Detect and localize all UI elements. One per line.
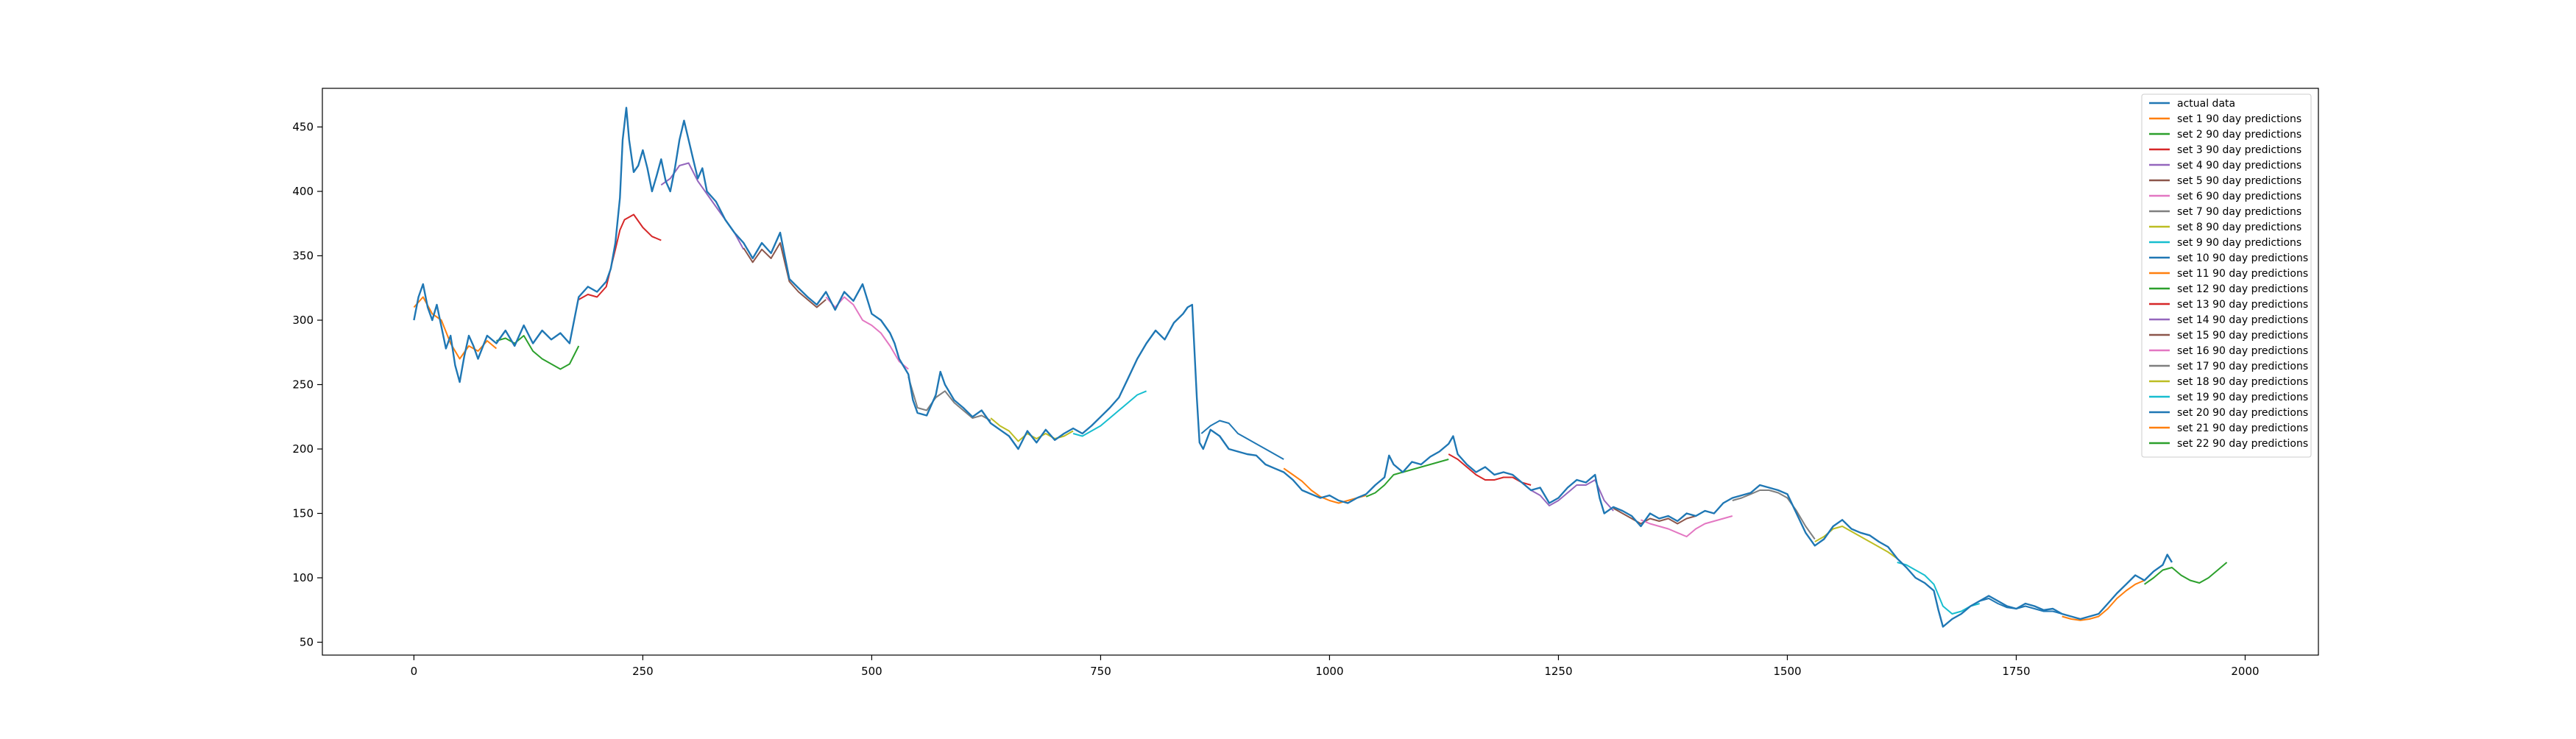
y-tick-label: 300 bbox=[292, 314, 314, 327]
legend-label: set 18 90 day predictions bbox=[2177, 376, 2308, 388]
legend-label: set 3 90 day predictions bbox=[2177, 144, 2301, 156]
x-tick-label: 500 bbox=[861, 665, 882, 678]
series-line-set-17 bbox=[1732, 489, 1816, 540]
series-line-set-19 bbox=[1897, 562, 1980, 615]
series-line-set-3 bbox=[578, 213, 662, 300]
x-tick-label: 0 bbox=[411, 665, 418, 678]
series-line-set-9 bbox=[1072, 390, 1147, 437]
legend-label: set 6 90 day predictions bbox=[2177, 191, 2301, 202]
series-line-set-14 bbox=[1530, 479, 1614, 512]
x-axis: 0 250 500 750 1000 1250 1500 1750 2000 bbox=[411, 655, 2260, 678]
series-line-set-12 bbox=[1365, 459, 1449, 498]
series-line-actual-data bbox=[413, 107, 2173, 628]
x-tick-label: 2000 bbox=[2231, 665, 2259, 678]
plot-frame bbox=[322, 88, 2319, 656]
legend-label: set 2 90 day predictions bbox=[2177, 129, 2301, 141]
legend-label: set 17 90 day predictions bbox=[2177, 361, 2308, 372]
legend-label: set 13 90 day predictions bbox=[2177, 299, 2308, 311]
legend-label: set 5 90 day predictions bbox=[2177, 175, 2301, 187]
x-tick-label: 1750 bbox=[2002, 665, 2030, 678]
series-line-set-22 bbox=[2144, 562, 2228, 585]
legend-label: set 21 90 day predictions bbox=[2177, 422, 2308, 434]
series-line-set-10 bbox=[1200, 420, 1284, 460]
series-line-set-11 bbox=[1283, 467, 1367, 504]
legend-label: set 1 90 day predictions bbox=[2177, 113, 2301, 125]
legend-label: set 9 90 day predictions bbox=[2177, 237, 2301, 249]
y-tick-label: 100 bbox=[292, 571, 314, 584]
legend-box bbox=[2141, 93, 2312, 458]
series-line-set-2 bbox=[496, 335, 580, 370]
x-tick-label: 1500 bbox=[1773, 665, 1801, 678]
x-tick-label: 1000 bbox=[1315, 665, 1343, 678]
legend-label: set 7 90 day predictions bbox=[2177, 206, 2301, 218]
series-line-set-15 bbox=[1613, 507, 1696, 525]
series-line-set-21 bbox=[2062, 579, 2145, 621]
legend-label: actual data bbox=[2177, 98, 2235, 110]
x-tick-label: 750 bbox=[1090, 665, 1111, 678]
y-tick-label: 200 bbox=[292, 442, 314, 456]
legend-label: set 15 90 day predictions bbox=[2177, 330, 2308, 342]
x-tick-label: 1250 bbox=[1544, 665, 1572, 678]
legend-label: set 14 90 day predictions bbox=[2177, 314, 2308, 326]
y-tick-label: 150 bbox=[292, 507, 314, 520]
plot-lines bbox=[413, 107, 2228, 628]
y-tick-label: 400 bbox=[292, 185, 314, 198]
legend: actual data set 1 90 day predictions set 2… bbox=[2141, 93, 2312, 458]
series-line-set-7 bbox=[907, 376, 991, 422]
legend-label: set 19 90 day predictions bbox=[2177, 392, 2308, 403]
legend-label: set 11 90 day predictions bbox=[2177, 268, 2308, 280]
legend-label: set 22 90 day predictions bbox=[2177, 438, 2308, 450]
series-line-set-1 bbox=[413, 296, 498, 360]
legend-label: set 4 90 day predictions bbox=[2177, 160, 2301, 172]
legend-label: set 16 90 day predictions bbox=[2177, 345, 2308, 357]
y-tick-label: 350 bbox=[292, 250, 314, 263]
y-tick-label: 50 bbox=[300, 636, 314, 649]
series-line-set-16 bbox=[1641, 515, 1733, 537]
x-tick-label: 250 bbox=[632, 665, 654, 678]
series-line-set-6 bbox=[825, 296, 909, 370]
series-line-set-5 bbox=[743, 242, 827, 308]
legend-label: set 8 90 day predictions bbox=[2177, 222, 2301, 233]
series-line-set-13 bbox=[1448, 453, 1532, 486]
y-tick-label: 450 bbox=[292, 121, 314, 134]
legend-label: set 20 90 day predictions bbox=[2177, 407, 2308, 419]
legend-label: set 10 90 day predictions bbox=[2177, 252, 2308, 264]
legend-label: set 12 90 day predictions bbox=[2177, 283, 2308, 295]
y-tick-label: 250 bbox=[292, 378, 314, 392]
y-axis: 50 100 150 200 250 300 350 400 450 bbox=[292, 121, 322, 649]
series-line-set-20 bbox=[1979, 598, 2062, 615]
